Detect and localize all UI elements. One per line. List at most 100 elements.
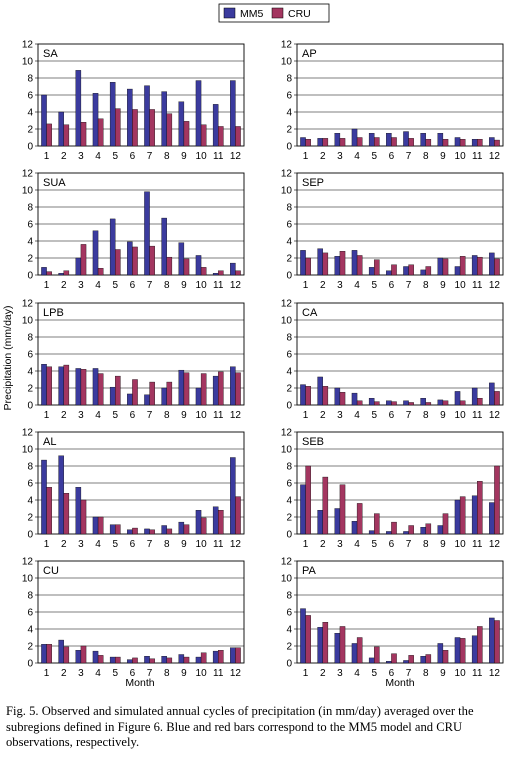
x-tick-label: 9 xyxy=(181,280,187,291)
bar-mm5 xyxy=(403,131,409,147)
bar-cru xyxy=(218,270,224,276)
x-tick-label: 2 xyxy=(61,668,67,679)
bar-cru xyxy=(63,124,70,147)
bar-cru xyxy=(356,503,363,535)
y-tick-label: 12 xyxy=(281,428,293,439)
y-tick-label: 8 xyxy=(27,74,33,85)
bar-mm5 xyxy=(75,70,82,147)
y-tick-label: 10 xyxy=(22,445,34,456)
panel-title: CU xyxy=(43,565,59,577)
x-tick-label: 10 xyxy=(196,151,208,162)
bar-cru xyxy=(46,123,52,147)
x-tick-label: 7 xyxy=(406,668,412,679)
panel-title: SA xyxy=(43,48,58,60)
x-tick-label: 8 xyxy=(164,668,170,679)
bar-mm5 xyxy=(92,650,99,664)
bar-mm5 xyxy=(75,368,82,406)
bar-cru xyxy=(149,109,155,147)
bar-cru xyxy=(305,615,311,664)
x-tick-label: 9 xyxy=(181,668,187,679)
bar-cru xyxy=(200,517,207,535)
bar-cru xyxy=(97,655,104,664)
bar-cru xyxy=(408,264,414,276)
x-tick-label: 6 xyxy=(389,280,395,291)
bar-mm5 xyxy=(351,521,358,535)
bar-cru xyxy=(166,657,173,664)
bar-mm5 xyxy=(161,91,167,147)
x-tick-label: 10 xyxy=(455,151,467,162)
bar-mm5 xyxy=(351,250,358,276)
x-tick-label: 1 xyxy=(303,280,309,291)
x-tick-label: 2 xyxy=(61,280,67,291)
y-tick-label: 0 xyxy=(27,401,33,412)
bar-mm5 xyxy=(368,398,375,406)
x-tick-label: 2 xyxy=(61,151,67,162)
bar-cru xyxy=(115,524,121,535)
bar-cru xyxy=(408,655,414,664)
bar-mm5 xyxy=(334,633,341,664)
bar-cru xyxy=(97,373,104,406)
y-tick-label: 6 xyxy=(286,91,292,102)
bar-cru xyxy=(97,268,104,276)
bar-cru xyxy=(200,373,207,406)
x-tick-label: 4 xyxy=(354,539,360,550)
y-tick-label: 8 xyxy=(286,333,292,344)
bar-mm5 xyxy=(144,656,150,664)
x-tick-label: 3 xyxy=(337,668,343,679)
x-tick-label: 7 xyxy=(406,410,412,421)
legend-label-cru: CRU xyxy=(288,8,311,20)
bar-cru xyxy=(374,259,380,276)
y-tick-label: 2 xyxy=(27,642,33,653)
bar-mm5 xyxy=(230,366,236,406)
y-tick-label: 6 xyxy=(27,350,33,361)
bar-mm5 xyxy=(454,137,461,147)
bar-cru xyxy=(132,379,138,406)
y-tick-label: 12 xyxy=(22,40,34,51)
bar-mm5 xyxy=(178,369,185,406)
bar-cru xyxy=(132,657,138,664)
bar-mm5 xyxy=(144,394,150,406)
bar-mm5 xyxy=(195,656,202,664)
bar-mm5 xyxy=(58,639,64,664)
bar-mm5 xyxy=(41,267,47,276)
bar-mm5 xyxy=(300,250,306,276)
x-tick-label: 2 xyxy=(320,151,326,162)
bar-cru xyxy=(305,465,311,535)
bar-mm5 xyxy=(144,191,150,276)
x-tick-label: 8 xyxy=(164,539,170,550)
x-tick-label: 6 xyxy=(389,151,395,162)
bar-mm5 xyxy=(334,256,341,276)
y-tick-label: 2 xyxy=(27,513,33,524)
bar-mm5 xyxy=(386,400,392,406)
x-tick-label: 1 xyxy=(44,539,50,550)
x-tick-label: 6 xyxy=(389,539,395,550)
bar-mm5 xyxy=(161,387,167,406)
bar-mm5 xyxy=(454,266,461,276)
y-tick-label: 12 xyxy=(22,299,34,310)
bar-cru xyxy=(322,138,329,147)
bar-cru xyxy=(80,122,87,147)
x-tick-label: 7 xyxy=(147,410,153,421)
bar-cru xyxy=(218,510,224,535)
bar-mm5 xyxy=(437,257,444,276)
y-tick-label: 2 xyxy=(27,125,33,136)
bar-mm5 xyxy=(386,531,392,535)
y-tick-label: 12 xyxy=(22,169,34,180)
bar-mm5 xyxy=(403,531,409,535)
bar-cru xyxy=(339,138,346,147)
x-tick-label: 11 xyxy=(213,539,224,550)
x-tick-label: 10 xyxy=(196,539,208,550)
y-tick-label: 4 xyxy=(286,237,292,248)
bar-cru xyxy=(459,496,466,535)
bar-mm5 xyxy=(161,656,167,664)
x-tick-label: 1 xyxy=(303,151,309,162)
x-tick-label: 9 xyxy=(181,151,187,162)
bar-mm5 xyxy=(489,382,495,406)
x-tick-label: 8 xyxy=(164,410,170,421)
x-tick-label: 12 xyxy=(230,410,242,421)
x-tick-label: 9 xyxy=(440,668,446,679)
bar-mm5 xyxy=(41,364,47,406)
